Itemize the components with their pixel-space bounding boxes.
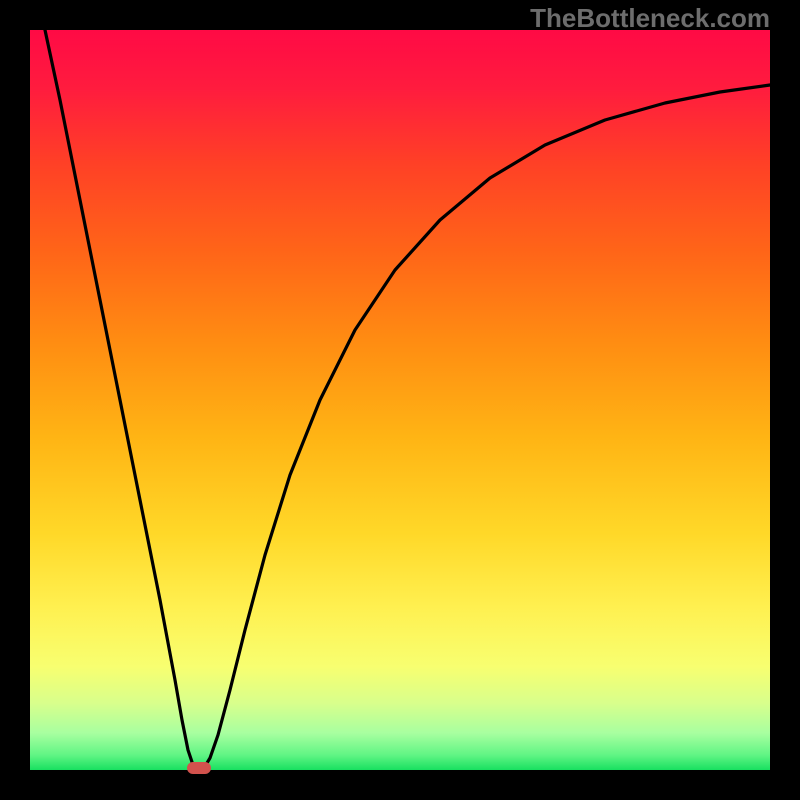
chart-container: TheBottleneck.com <box>0 0 800 800</box>
minimum-marker <box>187 762 211 774</box>
watermark-text: TheBottleneck.com <box>530 3 770 34</box>
plot-area <box>30 30 770 770</box>
